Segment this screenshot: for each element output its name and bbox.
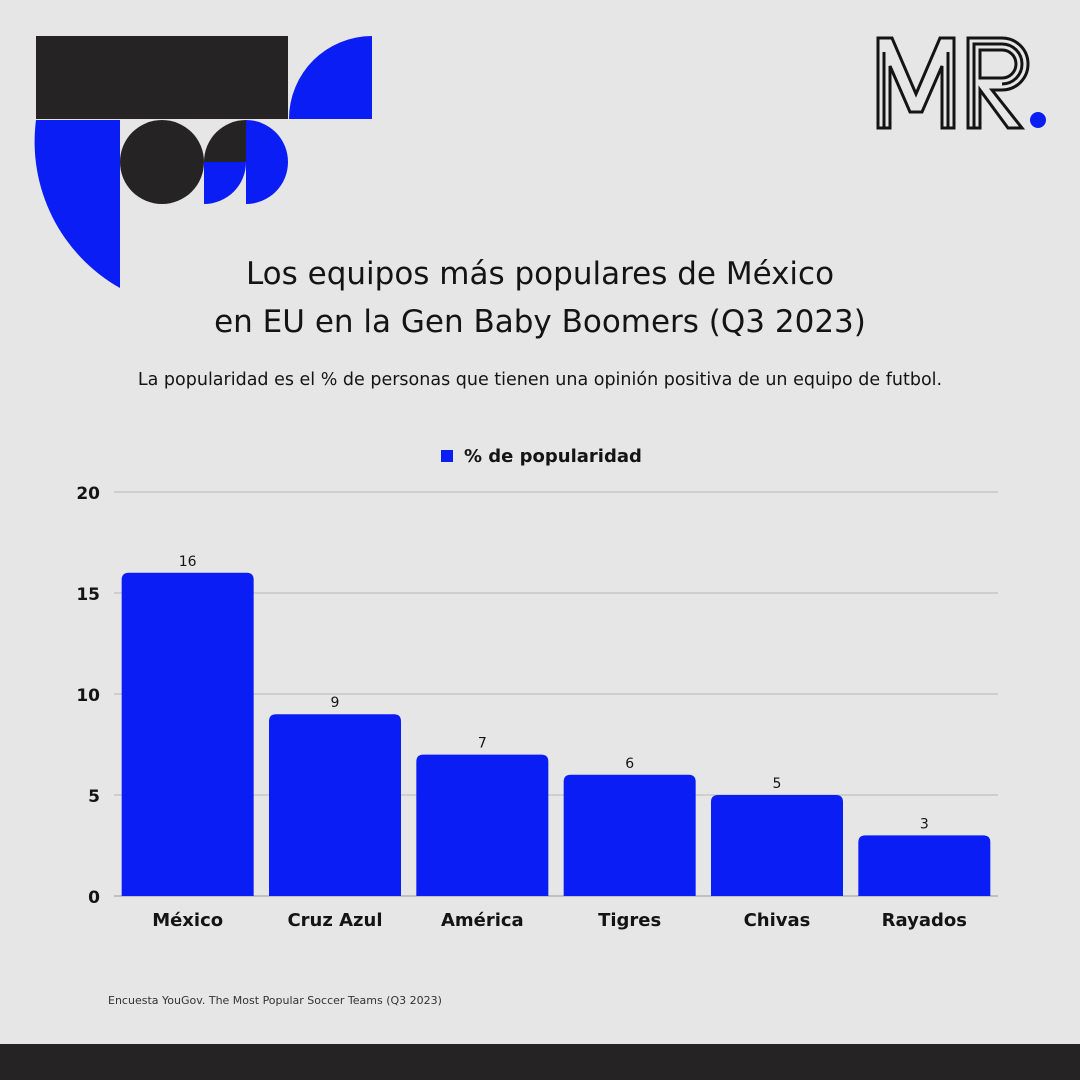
data-label: 5 <box>773 776 782 792</box>
bar-chart: % de popularidad 0 5 10 15 20 16 México 9 Cruz Az… <box>76 446 998 931</box>
bar <box>269 714 401 896</box>
bar <box>121 572 254 896</box>
bar <box>416 754 549 896</box>
chart-subtitle: La popularidad es el % de personas que t… <box>137 370 943 390</box>
title-line-2: en EU en la Gen Baby Boomers (Q3 2023) <box>214 304 866 340</box>
mr-logo <box>876 36 1046 130</box>
y-tick-label: 15 <box>76 585 100 605</box>
bar <box>711 795 843 896</box>
x-tick-label: Chivas <box>744 910 811 931</box>
chart-title: Los equipos más populares de México en E… <box>0 250 1080 346</box>
x-tick-label: América <box>441 910 524 931</box>
data-label: 16 <box>179 554 197 570</box>
black-rectangle <box>36 36 288 119</box>
black-circle <box>120 120 204 204</box>
blue-quarter-circle-top <box>289 36 372 119</box>
data-label: 6 <box>625 756 634 772</box>
x-tick-label: Rayados <box>882 910 967 931</box>
data-label: 7 <box>478 736 487 752</box>
data-label: 3 <box>920 816 929 832</box>
bar <box>563 774 696 896</box>
source-note: Encuesta YouGov. The Most Popular Soccer… <box>108 994 442 1007</box>
blue-quarter-circle-small <box>204 162 246 204</box>
data-label: 9 <box>331 695 340 711</box>
footer-bar <box>0 1044 1080 1080</box>
y-tick-label: 5 <box>88 787 100 807</box>
black-quarter-circle <box>204 120 246 162</box>
title-line-1: Los equipos más populares de México <box>245 256 835 292</box>
bar <box>858 835 991 896</box>
blue-quarter-circle-large <box>34 120 120 288</box>
y-tick-label: 0 <box>88 888 100 908</box>
decorative-shapes <box>34 36 372 288</box>
x-tick-label: Cruz Azul <box>287 910 382 931</box>
logo-dot-icon <box>1030 112 1046 128</box>
blue-half-circle-small <box>246 120 288 204</box>
y-tick-label: 20 <box>76 484 100 504</box>
legend-label: % de popularidad <box>464 446 642 467</box>
legend-swatch <box>441 450 453 462</box>
x-tick-label: México <box>152 910 223 931</box>
y-tick-label: 10 <box>76 686 100 706</box>
x-tick-label: Tigres <box>598 910 661 931</box>
